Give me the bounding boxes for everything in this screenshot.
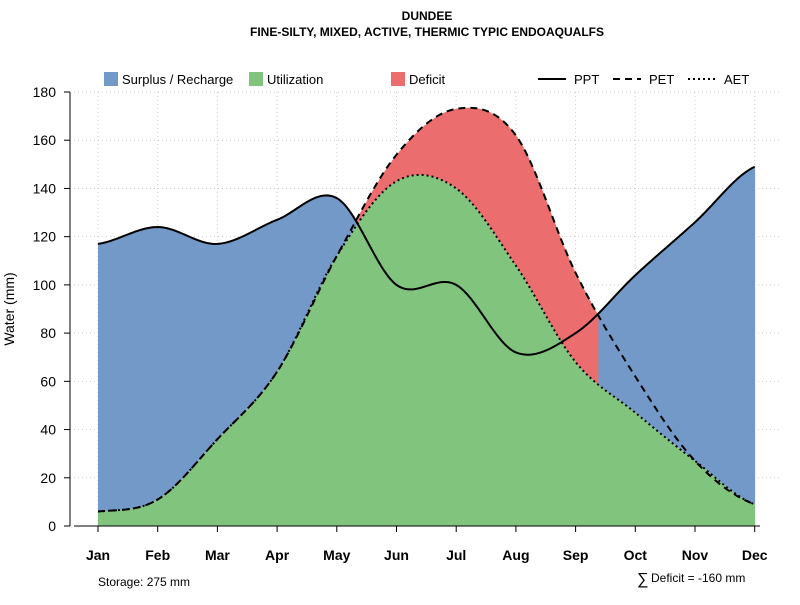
x-ticks: Jan Feb Mar Apr May Jun Jul Aug Sep Oct Nov Dec bbox=[86, 526, 768, 563]
x-tick-label: Aug bbox=[502, 547, 529, 563]
surplus-recharge-area bbox=[98, 166, 756, 512]
legend-label-surplus: Surplus / Recharge bbox=[122, 72, 233, 87]
x-tick-label: Sep bbox=[563, 547, 589, 563]
legend-label-utilization: Utilization bbox=[267, 72, 323, 87]
y-tick-label: 60 bbox=[40, 373, 56, 389]
x-tick-label: Jun bbox=[384, 547, 409, 563]
legend-swatch-utilization bbox=[249, 72, 263, 86]
x-tick-label: Apr bbox=[265, 547, 290, 563]
legend: Surplus / Recharge Utilization Deficit P… bbox=[104, 72, 749, 87]
deficit-annotation: Deficit = -160 mm bbox=[651, 571, 745, 585]
axes bbox=[69, 92, 760, 527]
pet-line bbox=[97, 106, 756, 513]
utilization-area bbox=[98, 174, 756, 526]
legend-label-deficit: Deficit bbox=[409, 72, 446, 87]
series-lines bbox=[97, 106, 756, 513]
y-tick-label: 20 bbox=[40, 470, 56, 486]
y-axis-title: Water (mm) bbox=[1, 272, 17, 345]
x-tick-label: Dec bbox=[742, 547, 768, 563]
ppt-line bbox=[97, 165, 756, 356]
aet-line bbox=[97, 173, 756, 513]
area-layer bbox=[98, 107, 756, 526]
y-tick-label: 40 bbox=[40, 422, 56, 438]
y-tick-label: 80 bbox=[40, 325, 56, 341]
y-ticks: 0 20 40 60 80 100 120 140 160 180 bbox=[33, 84, 70, 534]
y-tick-label: 160 bbox=[33, 132, 57, 148]
y-tick-label: 120 bbox=[33, 229, 57, 245]
x-tick-label: Jan bbox=[86, 547, 110, 563]
storage-annotation: Storage: 275 mm bbox=[98, 575, 190, 589]
y-tick-label: 100 bbox=[33, 277, 57, 293]
x-tick-label: Feb bbox=[145, 547, 170, 563]
y-tick-label: 180 bbox=[33, 84, 57, 100]
legend-swatch-surplus bbox=[104, 72, 118, 86]
x-tick-label: Oct bbox=[624, 547, 648, 563]
chart-title: DUNDEE bbox=[402, 9, 453, 23]
x-tick-label: May bbox=[323, 547, 350, 563]
x-tick-label: Nov bbox=[682, 547, 709, 563]
x-tick-label: Jul bbox=[446, 547, 466, 563]
chart-subtitle: FINE-SILTY, MIXED, ACTIVE, THERMIC TYPIC… bbox=[250, 25, 604, 39]
legend-label-pet: PET bbox=[649, 72, 674, 87]
deficit-area bbox=[356, 107, 599, 385]
x-tick-label: Mar bbox=[205, 547, 230, 563]
deficit-sum-symbol: ∑ bbox=[637, 571, 648, 588]
legend-label-aet: AET bbox=[724, 72, 749, 87]
y-tick-label: 0 bbox=[48, 518, 56, 534]
legend-swatch-deficit bbox=[391, 72, 405, 86]
legend-label-ppt: PPT bbox=[574, 72, 599, 87]
y-tick-label: 140 bbox=[33, 180, 57, 196]
